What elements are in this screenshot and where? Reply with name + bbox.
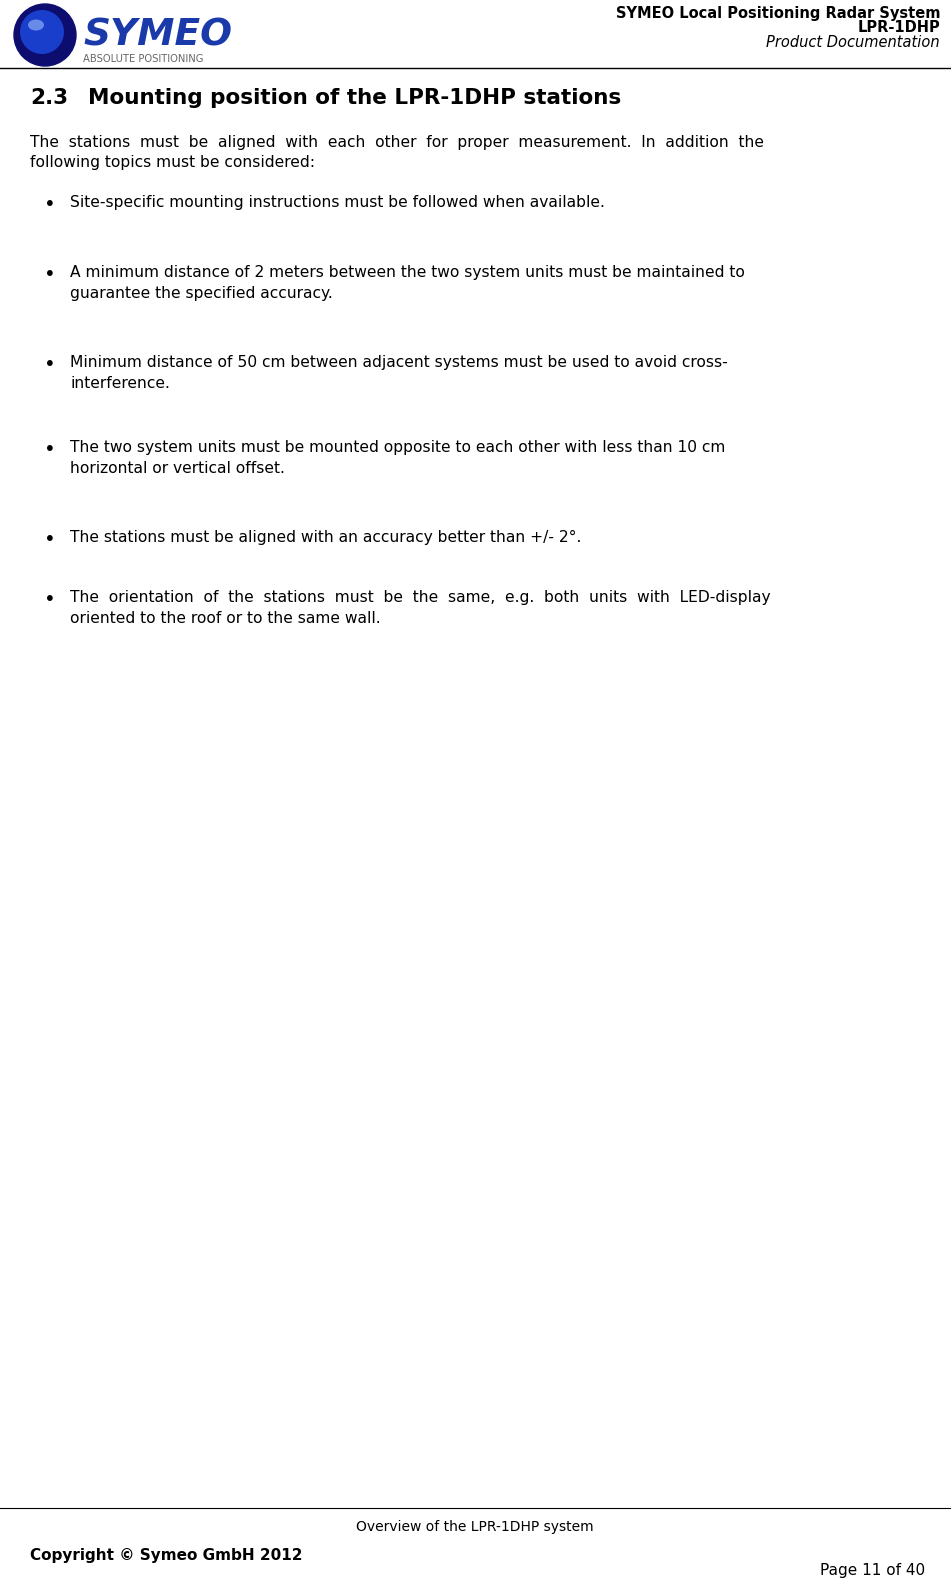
Text: A minimum distance of 2 meters between the two system units must be maintained t: A minimum distance of 2 meters between t… bbox=[70, 264, 745, 301]
Text: following topics must be considered:: following topics must be considered: bbox=[30, 155, 315, 170]
Text: Copyright © Symeo GmbH 2012: Copyright © Symeo GmbH 2012 bbox=[30, 1548, 302, 1563]
Ellipse shape bbox=[14, 5, 76, 65]
Text: •: • bbox=[44, 194, 56, 213]
Text: Product Documentation: Product Documentation bbox=[767, 35, 940, 49]
Ellipse shape bbox=[28, 19, 44, 30]
Text: Mounting position of the LPR-1DHP stations: Mounting position of the LPR-1DHP statio… bbox=[88, 88, 621, 108]
Text: LPR-1DHP: LPR-1DHP bbox=[857, 21, 940, 35]
Text: Minimum distance of 50 cm between adjacent systems must be used to avoid cross-
: Minimum distance of 50 cm between adjace… bbox=[70, 355, 728, 390]
Text: •: • bbox=[44, 530, 56, 550]
Text: •: • bbox=[44, 264, 56, 284]
Text: Overview of the LPR-1DHP system: Overview of the LPR-1DHP system bbox=[357, 1520, 593, 1534]
Text: The stations must be aligned with an accuracy better than +/- 2°.: The stations must be aligned with an acc… bbox=[70, 530, 581, 545]
Text: The two system units must be mounted opposite to each other with less than 10 cm: The two system units must be mounted opp… bbox=[70, 440, 726, 476]
Text: The  orientation  of  the  stations  must  be  the  same,  e.g.  both  units  wi: The orientation of the stations must be … bbox=[70, 589, 770, 626]
Text: Site-specific mounting instructions must be followed when available.: Site-specific mounting instructions must… bbox=[70, 194, 605, 210]
Text: Page 11 of 40: Page 11 of 40 bbox=[820, 1563, 925, 1579]
Text: •: • bbox=[44, 440, 56, 459]
Text: •: • bbox=[44, 589, 56, 609]
Text: SYMEO: SYMEO bbox=[83, 18, 232, 54]
Text: •: • bbox=[44, 355, 56, 374]
Ellipse shape bbox=[20, 10, 64, 54]
Text: The  stations  must  be  aligned  with  each  other  for  proper  measurement.  : The stations must be aligned with each o… bbox=[30, 135, 764, 150]
Text: ABSOLUTE POSITIONING: ABSOLUTE POSITIONING bbox=[83, 54, 204, 64]
Text: SYMEO Local Positioning Radar System: SYMEO Local Positioning Radar System bbox=[615, 6, 940, 21]
Text: 2.3: 2.3 bbox=[30, 88, 68, 108]
